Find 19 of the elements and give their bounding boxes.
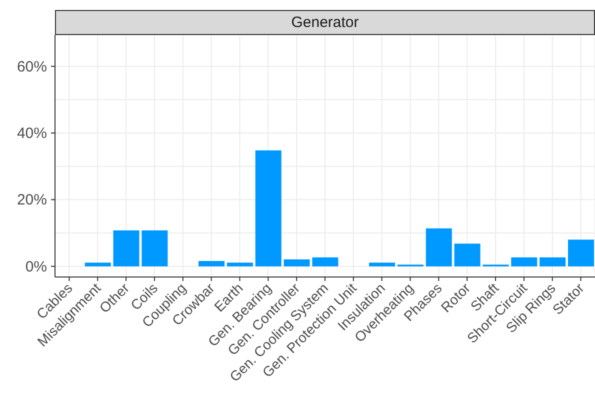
y-tick-label: 20% — [16, 192, 47, 209]
bar — [312, 257, 338, 266]
bar — [540, 257, 566, 266]
bar — [284, 259, 310, 266]
bar — [198, 261, 225, 266]
bar — [369, 262, 396, 266]
bar — [426, 228, 452, 266]
y-tick-label: 0% — [25, 258, 47, 276]
chart-title: Generator — [55, 10, 595, 35]
bar — [142, 230, 168, 266]
y-tick-label: 60% — [16, 58, 47, 76]
bar — [255, 150, 282, 266]
bar — [511, 257, 538, 266]
y-tick-label: 40% — [16, 125, 47, 142]
bar — [454, 244, 480, 266]
bar — [113, 230, 140, 266]
bar — [84, 262, 111, 266]
bar — [226, 262, 253, 266]
bar — [568, 240, 594, 266]
